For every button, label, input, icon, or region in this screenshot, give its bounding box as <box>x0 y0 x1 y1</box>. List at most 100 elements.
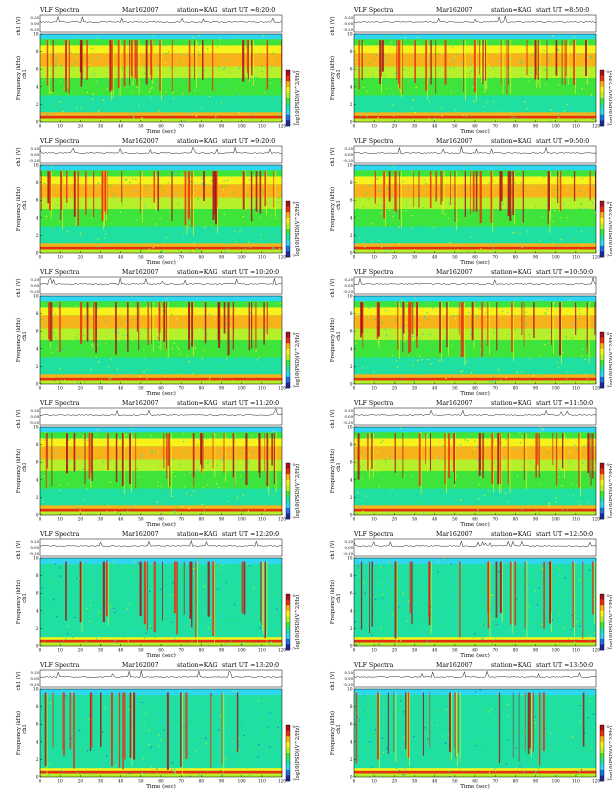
burst-stripe <box>202 433 204 469</box>
spectral-speckle <box>219 715 222 717</box>
spectral-speckle <box>507 739 509 741</box>
spectral-speckle <box>150 88 152 90</box>
spectral-speckle <box>477 741 479 743</box>
burst-stripe <box>512 171 515 216</box>
spectral-speckle <box>55 375 58 377</box>
spectral-speckle <box>207 714 209 716</box>
spectral-speckle <box>494 434 496 436</box>
y-tick-label: 10 <box>33 163 39 168</box>
burst-stripe <box>575 40 576 94</box>
spectral-speckle <box>562 227 564 229</box>
colorbar-label: log10(PSD)(V^2/Hz) <box>608 464 612 518</box>
spectral-speckle <box>516 752 518 754</box>
burst-stripe <box>268 433 270 495</box>
spectral-speckle <box>190 54 192 56</box>
x-tick-label: 40 <box>118 124 124 129</box>
burst-stripe <box>361 40 363 81</box>
spectral-speckle <box>422 625 424 627</box>
spectral-speckle <box>505 447 507 449</box>
y-tick-label: 4 <box>36 215 39 220</box>
spectral-speckle <box>236 241 238 243</box>
spectral-speckle <box>588 44 590 46</box>
spectral-speckle <box>94 311 96 313</box>
spectral-speckle <box>175 87 177 89</box>
spectral-speckle <box>270 91 272 93</box>
spectral-speckle <box>360 452 362 454</box>
amplitude-trace <box>39 15 283 23</box>
colorbar: -5-7 log10(PSD)(V^2/Hz) <box>285 200 301 258</box>
spectral-speckle <box>430 614 432 616</box>
spectral-speckle <box>278 197 280 199</box>
frequency-band <box>40 197 282 209</box>
spectral-speckle <box>271 247 274 249</box>
burst-stripe <box>454 171 456 222</box>
colorbar-swatch <box>286 736 290 743</box>
spectral-speckle <box>208 58 210 60</box>
spectral-speckle <box>77 225 79 227</box>
spectral-speckle <box>263 173 265 175</box>
spectral-speckle <box>211 694 213 696</box>
spectral-speckle <box>416 374 419 376</box>
spectrogram-panel: VLF Spectra Mar162007 station=KAG start UT … <box>329 662 612 789</box>
spectral-speckle <box>393 45 395 47</box>
spectral-speckle <box>60 80 62 82</box>
spectral-speckle <box>500 379 502 381</box>
burst-stripe <box>122 692 124 770</box>
burst-stripe <box>135 433 137 489</box>
spectral-speckle <box>491 87 493 89</box>
burst-stripe <box>138 40 140 95</box>
spectral-speckle <box>442 445 444 447</box>
spectral-speckle <box>152 464 154 466</box>
burst-stripe <box>266 40 269 90</box>
spectral-speckle <box>386 612 388 614</box>
spectral-speckle <box>427 301 429 303</box>
frequency-band <box>354 184 596 198</box>
spectral-speckle <box>61 573 63 576</box>
frequency-band <box>40 184 282 198</box>
x-tick-label: 80 <box>513 124 519 129</box>
spectral-speckle <box>202 306 204 308</box>
spectral-speckle <box>107 304 109 306</box>
burst-stripe <box>592 561 594 615</box>
spectral-speckle <box>417 359 419 361</box>
x-tick-label: 60 <box>472 386 478 391</box>
station-text: station=KAG <box>491 400 532 407</box>
spectral-speckle <box>486 728 488 730</box>
burst-stripe <box>118 692 121 769</box>
spectral-speckle <box>457 493 459 495</box>
y-tick-label: 8 <box>350 704 353 709</box>
colorbar-swatch <box>286 348 290 355</box>
colorbar-tick-label: -7 <box>606 515 610 520</box>
spectral-speckle <box>218 366 220 368</box>
spectral-speckle <box>193 690 195 692</box>
burst-stripe <box>371 433 373 469</box>
spectral-speckle <box>480 476 482 478</box>
spectral-speckle <box>428 624 430 626</box>
burst-stripe <box>511 302 513 353</box>
spectral-speckle <box>137 561 139 563</box>
burst-stripe <box>587 433 590 474</box>
spectral-speckle <box>95 356 97 358</box>
colorbar-swatch <box>286 474 290 481</box>
colorbar-swatch <box>600 229 604 235</box>
colorbar-swatch <box>286 120 290 127</box>
spectral-speckle <box>394 72 396 74</box>
spectral-speckle <box>461 370 464 372</box>
spectral-speckle <box>584 358 586 360</box>
spectral-speckle <box>231 192 234 194</box>
y-tick-label: 6 <box>36 329 39 334</box>
spectral-speckle <box>228 733 230 735</box>
spectral-speckle <box>560 562 562 564</box>
burst-stripe <box>105 561 108 617</box>
spectral-speckle <box>104 325 107 327</box>
spectral-speckle <box>562 560 564 562</box>
spectral-speckle <box>558 49 560 52</box>
spectral-speckle <box>585 599 587 601</box>
spectral-speckle <box>244 170 246 172</box>
spectral-speckle <box>384 567 386 569</box>
x-tick-label: 50 <box>138 124 144 129</box>
spectral-speckle <box>93 491 95 493</box>
spectral-speckle <box>418 427 421 429</box>
spectral-speckle <box>76 771 78 773</box>
burst-stripe <box>442 171 444 214</box>
